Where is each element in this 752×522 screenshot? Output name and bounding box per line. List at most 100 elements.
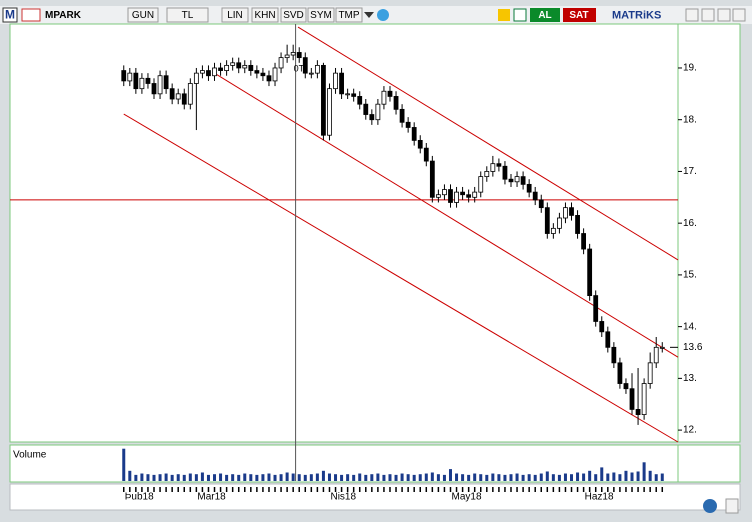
candle-body <box>599 321 605 333</box>
candle-body <box>224 64 230 71</box>
y-tick-label: 12. <box>683 425 697 436</box>
candle-body <box>411 127 417 141</box>
volume-bar <box>563 473 567 481</box>
maximize-button[interactable] <box>717 8 731 22</box>
refresh-icon[interactable] <box>513 8 527 22</box>
toolbar-button-label: TL <box>182 10 194 21</box>
candle-body <box>175 93 181 100</box>
settings-icon[interactable] <box>703 499 717 513</box>
scroll-button[interactable] <box>725 498 739 514</box>
y-tick-label: 17. <box>683 166 697 177</box>
minimize-button[interactable] <box>685 8 699 22</box>
volume-bar <box>624 470 628 481</box>
candle-body <box>478 176 484 193</box>
flash-icon[interactable] <box>498 9 510 21</box>
twitter-icon[interactable] <box>377 9 389 21</box>
candle-body <box>272 67 278 82</box>
toolbar-button[interactable] <box>307 7 335 23</box>
volume-bar <box>134 474 138 481</box>
crosshair-label: 0T <box>294 63 305 73</box>
volume-bar <box>188 473 192 481</box>
logo: M <box>5 8 15 22</box>
volume-bar <box>346 474 350 481</box>
volume-bar <box>158 474 162 481</box>
candle-body <box>345 93 351 96</box>
candle-body <box>193 72 199 84</box>
sell-label: SAT <box>569 10 588 21</box>
volume-bar <box>400 473 404 481</box>
volume-bar <box>442 474 446 481</box>
candle-body <box>514 176 520 183</box>
volume-bar <box>170 474 174 481</box>
volume-bar <box>340 474 344 481</box>
candle-body <box>314 64 320 74</box>
toolbar-button[interactable] <box>166 7 209 23</box>
volume-bar <box>503 474 507 481</box>
y-tick-label: 15. <box>683 270 697 281</box>
symbol[interactable]: MPARK <box>45 10 82 21</box>
volume-bar <box>521 474 525 481</box>
candle-body <box>212 67 217 77</box>
candle-body <box>454 191 459 203</box>
volume-bar <box>255 474 259 481</box>
volume-bar <box>146 474 150 481</box>
link-icon[interactable] <box>21 8 41 22</box>
trend-line <box>123 113 679 443</box>
dropdown-arrow[interactable] <box>364 12 374 18</box>
volume-bar <box>388 474 392 481</box>
candle-body <box>647 362 653 384</box>
candle-body <box>550 227 556 234</box>
candle-body <box>127 72 133 82</box>
toolbar-buttons: GUN TL LIN KHN SVD SYM TMP <box>127 7 363 23</box>
toolbar-button[interactable] <box>221 7 249 23</box>
x-axis-pane <box>9 483 741 511</box>
volume-bar <box>418 474 422 481</box>
candle-body <box>635 409 641 415</box>
candle-body <box>538 199 544 209</box>
volume-bar <box>551 474 555 481</box>
candle-body <box>363 103 369 115</box>
toolbar-button[interactable] <box>335 7 363 23</box>
volume-bar <box>606 473 610 481</box>
candle-body <box>181 93 187 105</box>
volume-bar <box>206 474 210 481</box>
y-tick-label: 16. <box>683 218 697 229</box>
candle-body <box>544 207 550 234</box>
x-tick-label: Haz18 <box>585 492 614 503</box>
volume-bar <box>497 474 501 481</box>
volume-bar <box>570 474 574 481</box>
volume-bar <box>594 474 598 481</box>
sell-button[interactable] <box>563 8 596 22</box>
candle-body <box>472 191 478 198</box>
volume-bar <box>140 473 144 481</box>
y-tick-label: 13. <box>683 373 697 384</box>
volume-bar <box>249 474 253 481</box>
candle-body <box>617 362 623 384</box>
volume-bar <box>660 473 664 481</box>
candle-body <box>442 189 447 196</box>
volume-bar <box>243 473 247 481</box>
candle-body <box>399 108 405 123</box>
buy-button[interactable] <box>530 8 560 22</box>
candle-body <box>163 75 169 90</box>
candle-body <box>460 191 465 196</box>
toolbar-button[interactable] <box>251 7 279 23</box>
candle-body <box>302 57 308 74</box>
restore-button[interactable] <box>701 8 715 22</box>
toolbar-button[interactable] <box>280 7 307 23</box>
candle-body <box>387 90 393 97</box>
volume-bar <box>394 474 398 481</box>
volume-bar <box>237 474 241 481</box>
candle-body <box>218 67 223 71</box>
volume-bar <box>122 448 126 481</box>
candle-body <box>611 346 617 364</box>
volume-label: Volume <box>13 450 47 461</box>
candle-body <box>569 207 574 216</box>
close-button[interactable] <box>732 8 746 22</box>
toolbar-button[interactable] <box>127 7 159 23</box>
volume-bar <box>219 473 223 481</box>
logo-box[interactable] <box>2 7 18 23</box>
volume-bar <box>576 472 580 481</box>
volume-bar <box>648 470 652 481</box>
candle-body <box>333 72 338 90</box>
